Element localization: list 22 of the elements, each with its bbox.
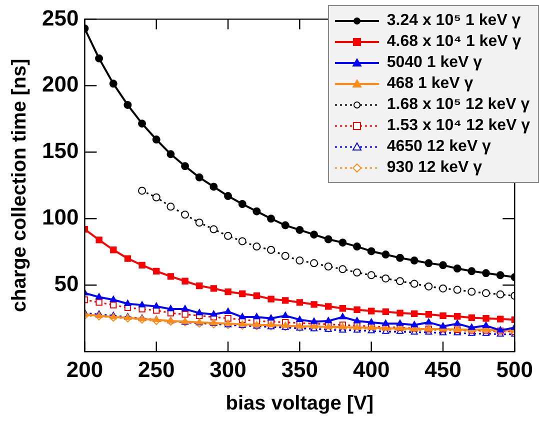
legend-label: 4650 12 keV γ [386, 137, 491, 158]
x-tick-label: 350 [281, 356, 318, 382]
x-tick-label: 450 [424, 356, 462, 382]
legend-label: 3.24 x 10⁵ 1 keV γ [386, 11, 521, 32]
y-axis-title: charge collection time [ns] [8, 58, 31, 312]
legend-label: 468 1 keV γ [386, 74, 474, 94]
x-tick-label: 400 [352, 356, 390, 382]
x-tick-label: 250 [138, 356, 175, 382]
y-tick-label: 200 [42, 72, 79, 97]
legend-label: 1.53 x 10⁴ 12 keV γ [386, 116, 530, 136]
x-tick-label: 300 [210, 356, 246, 382]
y-tick-label: 250 [42, 5, 79, 30]
legend-label: 4.68 x 10⁴ 1 keV γ [386, 32, 522, 52]
x-axis-title: bias voltage [V] [226, 392, 374, 415]
x-tick-label: 500 [496, 356, 534, 382]
legend-label: 930 12 keV γ [386, 158, 482, 178]
y-tick-label: 150 [42, 138, 79, 164]
x-tick-label: 200 [66, 356, 104, 382]
y-tick-label: 50 [54, 271, 79, 296]
y-tick-label: 100 [42, 204, 79, 230]
legend-label: 5040 1 keV γ [386, 53, 482, 74]
legend-label: 1.68 x 10⁵ 12 keV γ [386, 95, 530, 116]
